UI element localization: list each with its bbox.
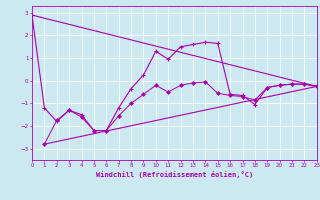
- X-axis label: Windchill (Refroidissement éolien,°C): Windchill (Refroidissement éolien,°C): [96, 171, 253, 178]
